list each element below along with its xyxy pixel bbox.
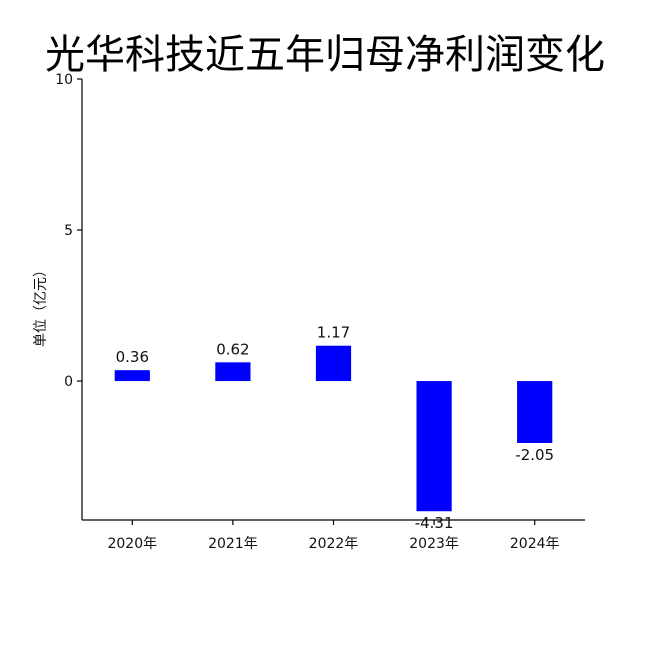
y-tick-label: 10 (55, 72, 73, 88)
x-ticks: 2020年 2021年 2022年 2023年 2024年 (107, 520, 560, 552)
y-axis-label: 单位（亿元） (33, 263, 49, 347)
data-label: -2.05 (515, 446, 554, 464)
x-tick-label: 2022年 (309, 536, 359, 552)
bar (315, 345, 352, 382)
value-labels: 0.36 0.62 1.17 -4.31 -2.05 (116, 324, 555, 533)
x-tick-label: 2021年 (208, 536, 258, 552)
bar (215, 362, 251, 382)
bar (416, 381, 452, 512)
x-tick-label: 2020年 (107, 536, 157, 552)
bar (114, 370, 150, 382)
data-label: 0.62 (216, 340, 249, 358)
data-label: -4.31 (415, 514, 454, 532)
chart-title: 光华科技近五年归母净利润变化 (45, 32, 605, 78)
data-label: 1.17 (317, 324, 350, 342)
axes (81, 79, 585, 521)
y-ticks: 0 5 10 (55, 72, 82, 390)
y-tick-label: 0 (64, 374, 73, 390)
x-tick-label: 2023年 (409, 536, 459, 552)
y-tick-label: 5 (64, 223, 73, 239)
data-label: 0.36 (116, 348, 149, 366)
bars (114, 345, 553, 512)
bar (517, 381, 553, 443)
x-tick-label: 2024年 (510, 536, 560, 552)
